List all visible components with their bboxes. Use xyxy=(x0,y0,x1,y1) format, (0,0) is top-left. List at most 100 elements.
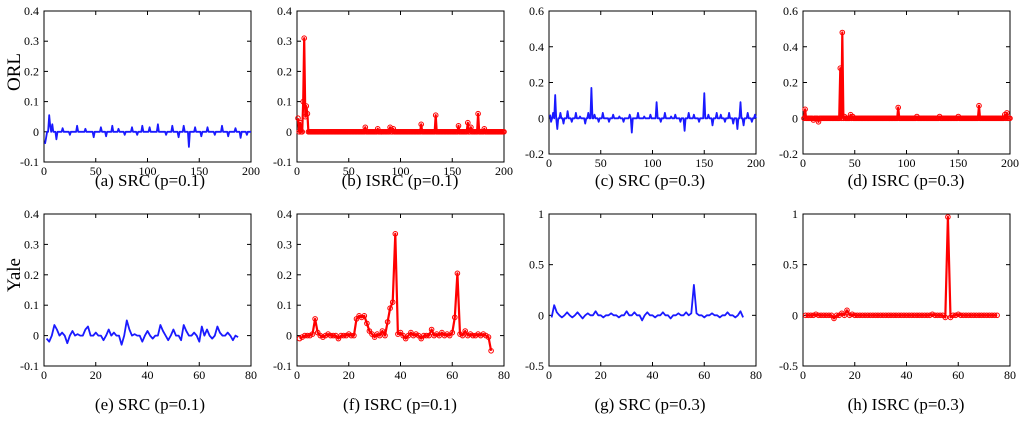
x-tick-label: 100 xyxy=(392,164,410,178)
series-line xyxy=(550,283,744,322)
y-tick-label: 0.2 xyxy=(24,64,39,78)
data-point xyxy=(377,332,383,339)
data-point xyxy=(818,312,824,319)
y-tick-label: 0.3 xyxy=(277,237,292,251)
data-point xyxy=(916,312,923,319)
y-tick-label: -0.1 xyxy=(20,359,39,373)
data-point xyxy=(837,65,844,71)
data-point xyxy=(841,312,848,319)
data-point xyxy=(802,106,808,113)
data-point xyxy=(859,312,866,319)
row-label-orl: ORL xyxy=(4,53,25,91)
y-tick-label: 0 xyxy=(792,111,798,125)
x-tick-label: 60 xyxy=(193,368,205,382)
y-tick-label: 0.2 xyxy=(783,76,798,90)
data-point xyxy=(470,332,476,339)
x-tick-label: 40 xyxy=(395,368,407,382)
data-point xyxy=(976,102,982,109)
x-tick-label: 80 xyxy=(245,368,257,382)
x-tick-label: 0 xyxy=(546,368,552,382)
x-tick-label: 150 xyxy=(443,164,461,178)
data-point xyxy=(950,312,956,319)
data-point xyxy=(857,312,863,319)
data-point xyxy=(875,312,881,319)
subplot-caption: (h) ISRC (p=0.3) xyxy=(848,395,965,414)
data-point xyxy=(465,119,471,126)
y-tick-label: 0.1 xyxy=(277,298,292,312)
data-point xyxy=(844,307,850,314)
data-point xyxy=(1004,110,1010,116)
data-point xyxy=(849,311,856,318)
data-point xyxy=(813,311,819,318)
axes-box xyxy=(43,10,252,163)
data-point xyxy=(805,312,812,319)
x-tick-label: 0 xyxy=(546,156,552,170)
data-point xyxy=(978,312,985,319)
data-point xyxy=(361,313,368,319)
x-tick-label: 60 xyxy=(698,368,710,382)
data-point xyxy=(852,312,858,319)
y-tick-label: 0.3 xyxy=(277,34,292,48)
data-point xyxy=(300,98,307,105)
data-point xyxy=(854,312,861,319)
y-tick-label: 0 xyxy=(33,125,39,139)
subplot-g: 0 20 40 60 80-0.500.51(g) SRC (p=0.3) xyxy=(525,207,762,414)
data-point xyxy=(351,332,357,339)
data-point xyxy=(894,115,901,122)
axes-box xyxy=(802,10,1011,155)
x-tick-label: 150 xyxy=(190,164,208,178)
data-point xyxy=(919,312,925,319)
data-point xyxy=(826,312,832,319)
row-label-yale: Yale xyxy=(4,258,25,292)
x-tick-label: 50 xyxy=(90,164,102,178)
x-tick-label: 60 xyxy=(952,368,964,382)
y-tick-label: -0.1 xyxy=(273,155,292,169)
data-point xyxy=(301,35,308,42)
y-tick-label: -0.2 xyxy=(779,147,798,161)
data-point xyxy=(474,129,480,135)
data-point xyxy=(299,129,306,135)
x-tick-label: 100 xyxy=(898,156,916,170)
x-tick-label: 50 xyxy=(849,156,861,170)
data-point xyxy=(455,123,462,129)
x-tick-label: 200 xyxy=(1001,156,1019,170)
series-line xyxy=(299,232,493,352)
x-tick-label: 0 xyxy=(294,164,300,178)
x-tick-label: 0 xyxy=(41,368,47,382)
x-tick-label: 50 xyxy=(595,156,607,170)
data-point xyxy=(885,312,892,319)
x-tick-label: 20 xyxy=(595,368,607,382)
series-line xyxy=(44,114,251,148)
data-point xyxy=(989,312,995,319)
data-point xyxy=(833,312,840,319)
data-point xyxy=(295,115,301,121)
x-tick-label: 80 xyxy=(1004,368,1016,382)
x-tick-label: 0 xyxy=(800,156,806,170)
x-tick-label: 0 xyxy=(800,368,806,382)
y-tick-label: 0.4 xyxy=(24,4,39,18)
x-tick-label: 40 xyxy=(647,368,659,382)
data-point xyxy=(379,328,386,334)
y-tick-label: 1 xyxy=(792,207,798,221)
data-point xyxy=(921,312,928,319)
data-point xyxy=(423,332,430,339)
data-point xyxy=(924,312,931,319)
data-point xyxy=(303,103,310,109)
x-tick-label: 80 xyxy=(750,368,762,382)
data-point xyxy=(864,312,871,319)
data-point xyxy=(384,319,391,325)
data-point xyxy=(820,312,827,319)
data-point xyxy=(883,312,889,319)
x-tick-label: 40 xyxy=(901,368,913,382)
data-point xyxy=(373,129,380,135)
data-point xyxy=(309,331,316,337)
data-point xyxy=(906,312,912,319)
data-point xyxy=(485,334,492,340)
data-point xyxy=(890,312,897,319)
data-point xyxy=(991,312,998,319)
data-point xyxy=(304,110,311,117)
data-point xyxy=(893,312,899,319)
data-point xyxy=(968,312,975,319)
y-tick-label: 0 xyxy=(538,111,544,125)
